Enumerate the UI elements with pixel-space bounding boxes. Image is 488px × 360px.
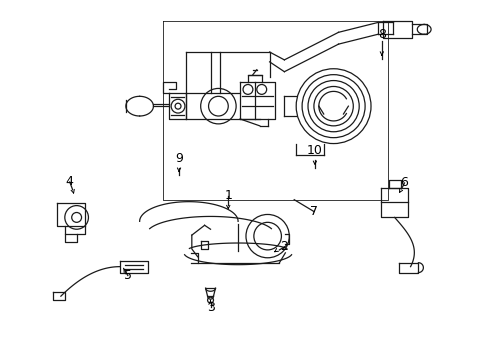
Text: 4: 4 xyxy=(66,175,74,189)
Text: 6: 6 xyxy=(400,176,407,189)
Text: 5: 5 xyxy=(123,269,132,282)
Text: 1: 1 xyxy=(224,189,232,202)
Text: 10: 10 xyxy=(306,144,322,157)
Text: 3: 3 xyxy=(206,301,214,314)
Text: 7: 7 xyxy=(309,205,317,218)
Text: 2: 2 xyxy=(280,240,288,253)
Text: 9: 9 xyxy=(175,152,183,165)
Text: 8: 8 xyxy=(377,28,385,41)
